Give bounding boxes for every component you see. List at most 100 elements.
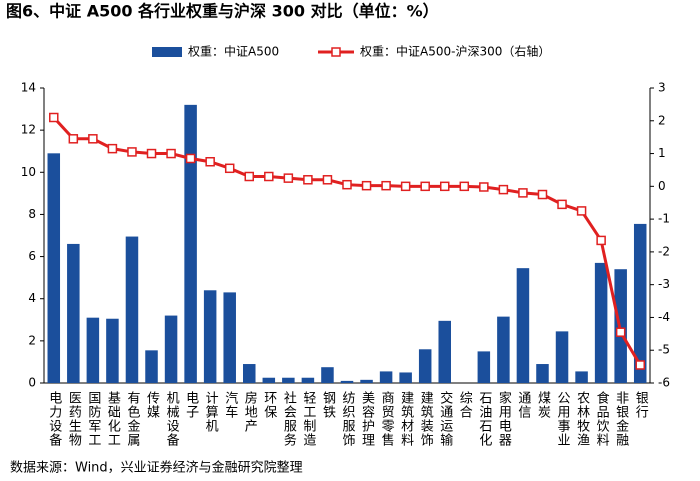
line-marker [381, 180, 391, 191]
bar [47, 153, 61, 383]
bar [360, 379, 373, 383]
line-marker [224, 163, 235, 174]
x-tick-label: 电子 [183, 391, 199, 419]
y2-tick-label: -2 [658, 244, 670, 258]
bar [379, 371, 393, 383]
line-marker [615, 327, 626, 337]
line-marker [342, 179, 352, 190]
bar [399, 372, 412, 383]
bar [125, 236, 139, 383]
line-marker [146, 148, 157, 159]
legend-label: 权重：中证A500-沪深300（右轴） [360, 44, 550, 59]
x-tick-label: 有色金属 [124, 391, 140, 447]
line-marker [576, 206, 587, 216]
y2-tick-label: -5 [658, 343, 670, 357]
x-tick-label: 食品饮料 [594, 390, 610, 447]
y2-tick-label: -3 [658, 277, 670, 291]
line-marker [420, 181, 430, 192]
line-marker [244, 171, 255, 182]
bar [536, 364, 549, 383]
line-marker [596, 235, 606, 246]
y-tick-label: 0 [28, 376, 36, 390]
bar [164, 315, 178, 383]
line-marker [498, 184, 509, 195]
line-marker [361, 180, 372, 191]
bar [223, 292, 236, 383]
source: 数据来源：Wind，兴业证券经济与金融研究院整理 [10, 460, 303, 476]
line-marker [439, 181, 450, 192]
bar [594, 262, 608, 383]
line-marker [88, 134, 98, 144]
x-tick-label: 环保 [261, 391, 277, 419]
bar [145, 350, 158, 383]
bar [633, 223, 647, 383]
y-tick-label: 4 [28, 291, 36, 305]
x-tick-label: 银行 [633, 391, 649, 419]
x-tick-label: 基础化工 [105, 391, 121, 447]
x-tick-label: 公用事业 [555, 391, 571, 447]
y2-tick-label: 1 [658, 146, 666, 160]
y-tick-label: 6 [28, 249, 36, 263]
x-tick-label: 汽车 [222, 391, 238, 419]
y2-tick-label: -1 [658, 212, 670, 226]
x-tick-label: 社会服务 [281, 390, 297, 447]
x-tick-label: 医药生物 [66, 391, 82, 447]
y2-tick-label: 2 [658, 113, 666, 127]
line-marker [459, 181, 470, 192]
bar [497, 316, 510, 383]
x-tick-label: 农林牧渔 [574, 391, 590, 447]
x-tick-label: 建筑材料 [398, 391, 414, 447]
bar [243, 364, 256, 383]
bar [555, 331, 569, 383]
x-tick-label: 机械设备 [164, 391, 180, 447]
line-marker [557, 199, 567, 210]
y-tick-label: 10 [21, 165, 36, 179]
y2-tick-label: 3 [658, 81, 666, 95]
bar [282, 377, 295, 383]
y-tick-label: 8 [28, 207, 36, 221]
line-marker [49, 112, 59, 123]
bar [262, 377, 276, 383]
y-tick-label: 12 [21, 123, 36, 137]
line-marker [127, 147, 137, 157]
x-tick-label: 轻工制造 [300, 391, 316, 447]
x-tick-label: 电力设备 [46, 391, 62, 447]
line-marker [322, 175, 333, 185]
bar [301, 377, 315, 383]
x-tick-label: 非银金融 [613, 391, 629, 447]
bar [203, 290, 217, 383]
line-marker [205, 157, 215, 167]
x-tick-label: 家用电器 [496, 390, 512, 447]
line-marker [166, 148, 176, 159]
bar [340, 380, 354, 383]
bar [418, 349, 432, 383]
legend-swatch [152, 47, 182, 57]
line-marker [537, 189, 548, 200]
x-tick-label: 钢铁 [320, 391, 336, 419]
line [52, 116, 642, 366]
x-tick-label: 综合 [457, 391, 473, 419]
legend-label: 权重：中证A500 [188, 44, 279, 59]
line-marker [185, 153, 196, 164]
x-tick-label: 传媒 [144, 391, 160, 419]
bar [477, 351, 491, 383]
bar [321, 367, 334, 383]
x-tick-label: 计算机 [203, 391, 219, 433]
legend-marker [331, 47, 341, 57]
x-tick-label: 美容护理 [359, 391, 375, 447]
x-tick-label: 石油石化 [476, 391, 492, 447]
bar [86, 317, 100, 383]
x-tick-label: 煤炭 [535, 391, 551, 419]
line-marker [635, 360, 645, 370]
line-marker [68, 134, 79, 144]
line-marker [479, 182, 489, 192]
line-marker [107, 143, 118, 154]
bar [106, 318, 119, 383]
bar [438, 320, 451, 383]
chart-title: 图6、中证 A500 各行业权重与沪深 300 对比（单位：%） [6, 2, 439, 21]
x-tick-label: 纺织服饰 [340, 391, 356, 447]
bar [67, 243, 80, 383]
x-tick-label: 国防军工 [85, 391, 101, 447]
x-tick-label: 商贸零售 [379, 391, 395, 447]
